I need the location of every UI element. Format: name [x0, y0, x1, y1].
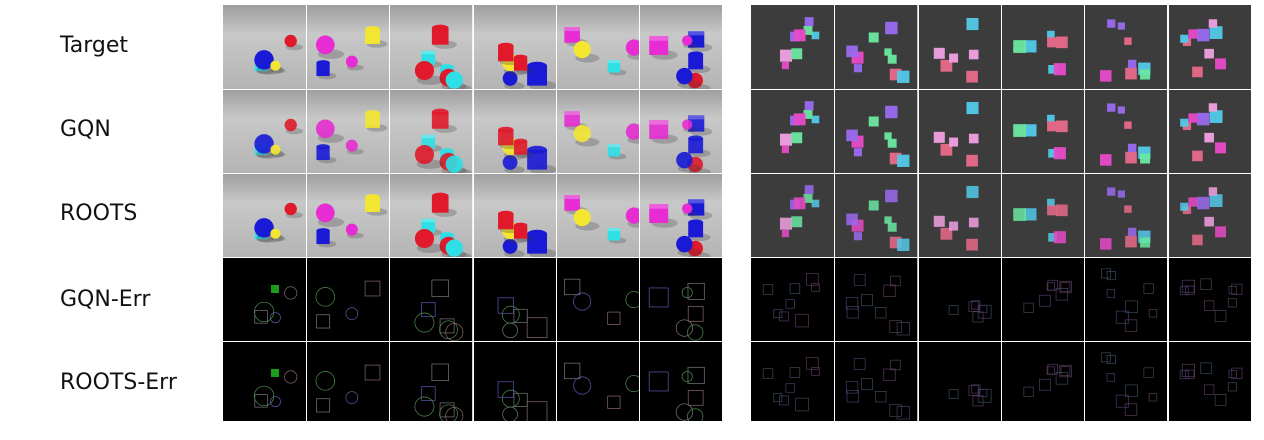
image-cell	[1084, 89, 1168, 173]
cell-divider	[472, 5, 474, 421]
cell-divider	[223, 341, 723, 342]
image-cell	[751, 341, 835, 421]
image-cell	[223, 5, 307, 89]
image-cell	[472, 173, 556, 257]
cell-divider	[1000, 5, 1002, 421]
image-cell	[751, 5, 835, 89]
image-cell	[834, 341, 918, 421]
image-cell	[472, 257, 556, 341]
image-cell	[834, 5, 918, 89]
image-cell	[917, 5, 1001, 89]
image-cell	[639, 89, 723, 173]
image-cell	[223, 89, 307, 173]
image-cell	[472, 5, 556, 89]
image-cell	[306, 257, 390, 341]
image-cell	[555, 89, 639, 173]
image-cell	[751, 173, 835, 257]
cell-divider	[306, 5, 308, 421]
image-cell	[1167, 173, 1251, 257]
image-cell	[1000, 341, 1085, 421]
cell-divider	[917, 5, 919, 421]
cell-divider	[751, 257, 1251, 258]
row-label-roots-err: ROOTS-Err	[60, 370, 177, 395]
image-cell	[555, 173, 639, 257]
image-cell	[1000, 257, 1085, 341]
image-cell	[917, 89, 1001, 173]
cell-divider	[751, 341, 1251, 342]
image-cell	[834, 173, 918, 257]
cell-divider	[389, 5, 391, 421]
image-cell	[834, 89, 918, 173]
image-cell	[1000, 89, 1085, 173]
cell-divider	[223, 89, 723, 90]
cell-divider	[1084, 5, 1086, 421]
image-cell	[472, 341, 556, 421]
image-cell	[917, 173, 1001, 257]
image-cell	[389, 173, 473, 257]
row-label-gqn-err: GQN-Err	[60, 287, 151, 312]
image-cell	[223, 173, 307, 257]
row-label-gqn: GQN	[60, 117, 111, 142]
image-cell	[223, 341, 307, 421]
cell-divider	[223, 257, 723, 258]
image-cell	[917, 341, 1001, 421]
image-cell	[555, 257, 639, 341]
image-cell	[1084, 341, 1168, 421]
image-cell	[834, 257, 918, 341]
row-label-roots: ROOTS	[60, 201, 138, 226]
image-cell	[1167, 257, 1251, 341]
image-cell	[1084, 173, 1168, 257]
image-cell	[1084, 5, 1168, 89]
image-cell	[1167, 5, 1251, 89]
image-cell	[555, 341, 639, 421]
panel-multicolor-blocks-scene	[751, 5, 1251, 421]
image-cell	[639, 341, 723, 421]
image-cell	[1000, 173, 1085, 257]
image-cell	[389, 89, 473, 173]
image-cell	[917, 257, 1001, 341]
image-cell	[751, 257, 835, 341]
cell-divider	[555, 5, 557, 421]
image-cell	[306, 341, 390, 421]
cell-divider	[751, 173, 1251, 174]
panel-shapes-scene	[223, 5, 723, 421]
image-cell	[639, 173, 723, 257]
image-cell	[389, 341, 473, 421]
image-cell	[1167, 89, 1251, 173]
cell-divider	[834, 5, 836, 421]
image-cell	[306, 173, 390, 257]
image-cell	[472, 89, 556, 173]
image-cell	[1084, 257, 1168, 341]
image-cell	[389, 5, 473, 89]
row-label-target: Target	[60, 33, 129, 58]
image-cell	[751, 89, 835, 173]
image-cell	[306, 5, 390, 89]
cell-divider	[751, 89, 1251, 90]
cell-divider	[223, 173, 723, 174]
image-cell	[639, 5, 723, 89]
image-cell	[306, 89, 390, 173]
cell-divider	[639, 5, 640, 421]
image-cell	[223, 257, 307, 341]
cell-divider	[1167, 5, 1169, 421]
image-cell	[555, 5, 639, 89]
image-cell	[639, 257, 723, 341]
image-cell	[1000, 5, 1085, 89]
image-cell	[1167, 341, 1251, 421]
image-cell	[389, 257, 473, 341]
